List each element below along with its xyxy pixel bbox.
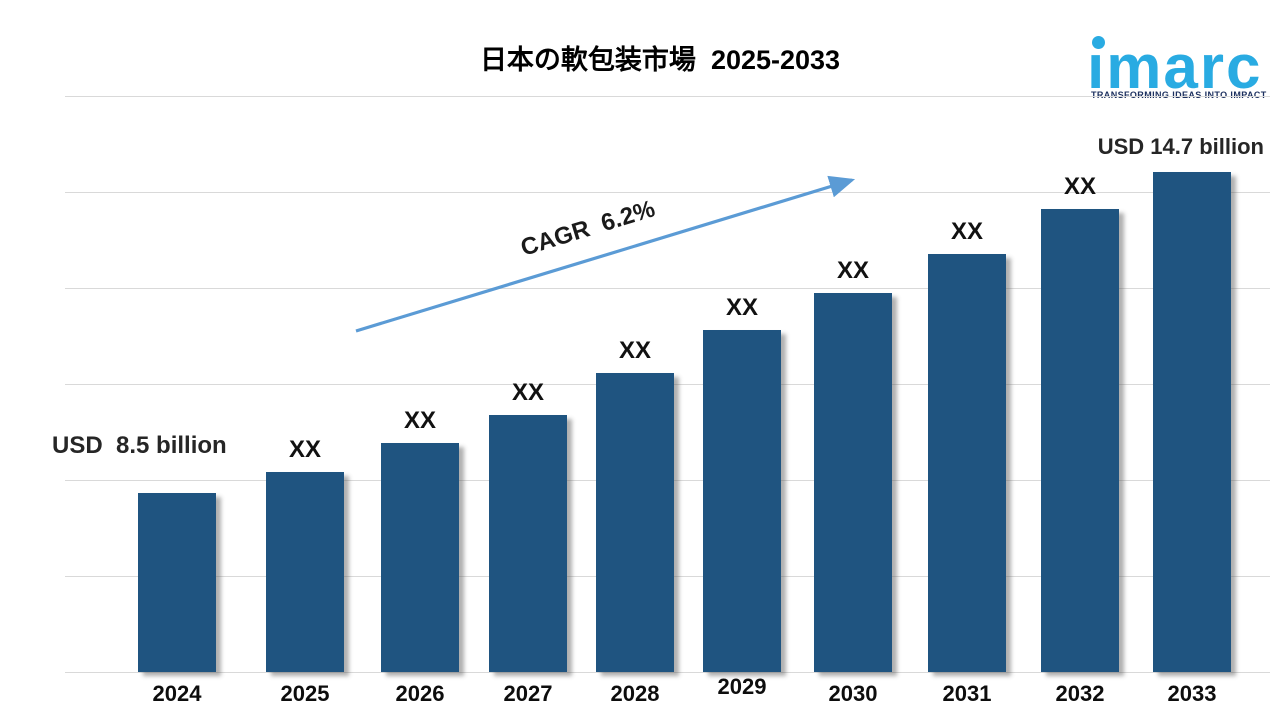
bar-value-label-2029: XX: [725, 294, 758, 321]
gridline: [65, 192, 1270, 193]
bar-2030: [814, 293, 892, 672]
bar-value-label-2032: XX: [1063, 173, 1096, 200]
x-axis-label-2026: 2026: [395, 681, 445, 706]
x-axis-label-2031: 2031: [942, 681, 992, 706]
bar-value-label-2031: XX: [950, 218, 983, 245]
gridline: [65, 96, 1270, 97]
x-axis-label-2032: 2032: [1055, 681, 1105, 706]
x-axis-label-2025: 2025: [280, 681, 330, 706]
bar-2026: [381, 443, 459, 672]
logo-tagline: TRANSFORMING IDEAS INTO IMPACT: [1091, 90, 1267, 100]
start-value-label: USD 8.5 billion: [52, 432, 227, 459]
gridline: [65, 288, 1270, 289]
bar-value-label-2027: XX: [511, 379, 544, 406]
bar-2032: [1041, 209, 1119, 672]
x-axis-label-2027: 2027: [503, 681, 553, 706]
bar-2027: [489, 415, 567, 672]
logo-dot-icon: [1092, 36, 1105, 49]
x-axis-label-2029: 2029: [717, 674, 767, 699]
x-axis-label-2024: 2024: [152, 681, 202, 706]
bar-2029: [703, 330, 781, 672]
chart-title: 日本の軟包装市場 2025-2033: [479, 45, 841, 75]
gridline: [65, 672, 1270, 673]
imarc-logo: ımarc TRANSFORMING IDEAS INTO IMPACT: [1075, 14, 1275, 102]
logo-brand-text: ımarc: [1087, 33, 1263, 102]
bar-2028: [596, 373, 674, 672]
bar-2024: [138, 493, 216, 672]
bar-value-label-2025: XX: [288, 436, 321, 463]
bar-2025: [266, 472, 344, 672]
bar-2031: [928, 254, 1006, 672]
x-axis-label-2028: 2028: [610, 681, 660, 706]
end-value-label: USD 14.7 billion: [1097, 134, 1264, 159]
x-axis-label-2033: 2033: [1167, 681, 1217, 706]
bar-value-label-2026: XX: [403, 407, 436, 434]
bar-value-label-2030: XX: [836, 257, 869, 284]
x-axis-label-2030: 2030: [828, 681, 878, 706]
bar-value-label-2028: XX: [618, 337, 651, 364]
bar-2033: [1153, 172, 1231, 672]
